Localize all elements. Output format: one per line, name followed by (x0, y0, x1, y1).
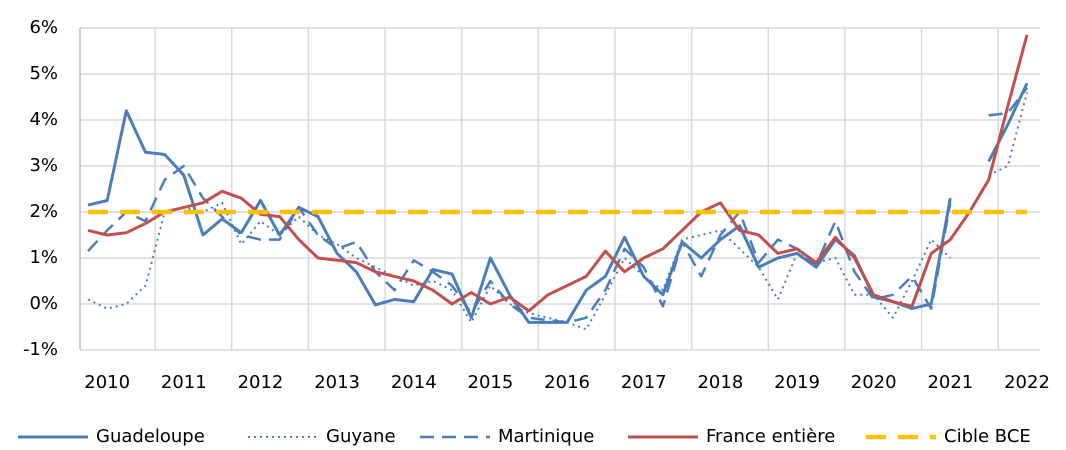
x-tick-label: 2021 (927, 372, 973, 393)
series-line (87, 82, 1029, 324)
x-tick-label: 2022 (1004, 372, 1050, 393)
y-tick-label: 0% (29, 293, 58, 314)
y-tick-label: 1% (29, 247, 58, 268)
x-tick-label: 2016 (544, 372, 590, 393)
x-tick-label: 2019 (774, 372, 820, 393)
legend-label: Cible BCE (944, 426, 1031, 447)
x-tick-label: 2014 (391, 372, 437, 393)
x-tick-label: 2013 (314, 372, 360, 393)
y-tick-label: 4% (29, 109, 58, 130)
series-line (87, 87, 1028, 324)
x-tick-label: 2015 (468, 372, 514, 393)
legend-label: Martinique (498, 426, 594, 447)
x-tick-label: 2017 (621, 372, 667, 393)
y-tick-label: 3% (29, 155, 58, 176)
legend-label: France entière (706, 426, 835, 447)
x-tick-label: 2018 (697, 372, 743, 393)
x-tick-label: 2020 (851, 372, 897, 393)
legend-label: Guyane (326, 426, 396, 447)
series-line (87, 34, 1029, 313)
x-tick-label: 2011 (161, 372, 207, 393)
y-tick-label: -1% (23, 339, 58, 360)
y-tick-label: 6% (29, 17, 58, 38)
y-tick-label: 5% (29, 63, 58, 84)
legend-label: Guadeloupe (96, 426, 205, 447)
x-tick-label: 2010 (84, 372, 130, 393)
x-tick-label: 2012 (238, 372, 284, 393)
y-tick-label: 2% (29, 201, 58, 222)
